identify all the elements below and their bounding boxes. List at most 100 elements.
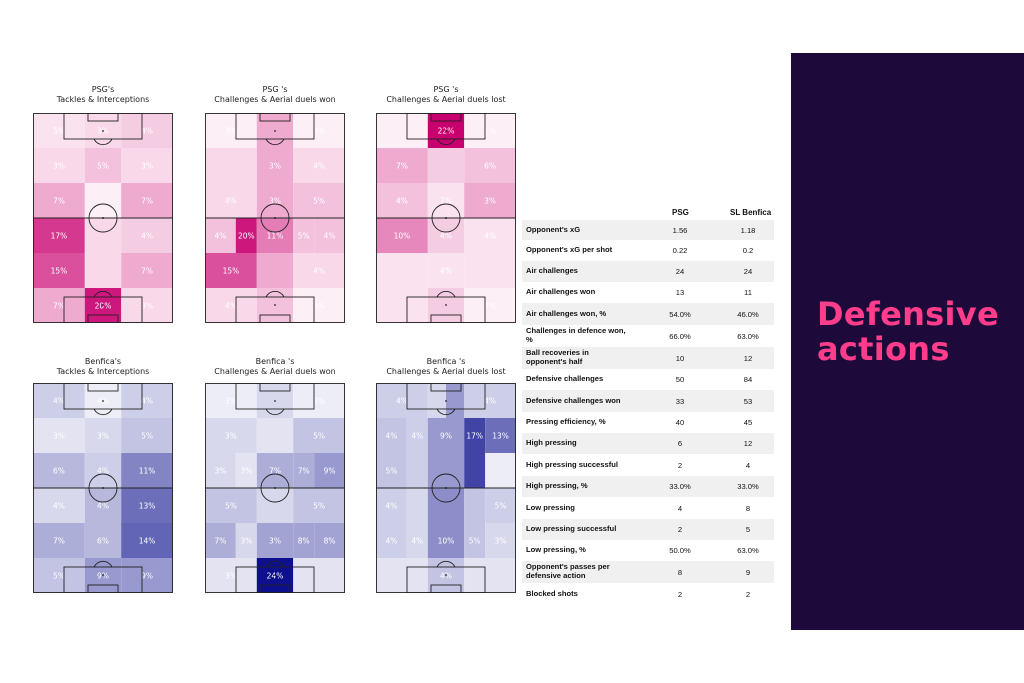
penalty-spot: [102, 400, 104, 402]
stats-table: PSG SL Benfica Opponent's xG 1.56 1.18 Oppo…: [522, 208, 774, 605]
six-yard-box: [430, 113, 462, 122]
stats-col-psg: PSG: [672, 208, 689, 217]
six-yard-box: [259, 584, 291, 593]
penalty-box: [235, 566, 315, 593]
heatmap-cell-label: 4%: [385, 432, 397, 441]
penalty-box: [63, 113, 143, 140]
heatmap-cell-label: 9%: [324, 467, 336, 476]
stats-row: High pressing 6 12: [522, 433, 774, 454]
heatmap-cell: [376, 558, 428, 593]
heatmap-cell-label: 4%: [97, 502, 109, 511]
heatmap-cell: [293, 488, 345, 523]
penalty-arc: [265, 138, 285, 146]
heatmap-cell-label: 3%: [240, 537, 252, 546]
stats-row-benfica: 11: [744, 288, 752, 297]
stats-row-benfica: 0.2: [742, 246, 754, 255]
stats-row-psg: 33: [675, 396, 685, 406]
heatmap-cell-label: 5%: [313, 502, 325, 511]
stats-row-psg: 2: [677, 525, 683, 534]
stats-row: Air challenges won 13 11: [522, 282, 774, 303]
pitch-heatmap: 22% 1%7% 6%4% 7% 3%10% 4% 4%4%3%: [376, 113, 516, 323]
stats-row: Defensive challenges 50 84: [522, 369, 774, 390]
pitch-heatmap: 3% 3% 3% 5% 3% 3% 7% 7% 9% 5% 5% 7% 3% 3% 8% 8% 3% 24%: [205, 383, 345, 593]
stats-row-label: Air challenges won, %: [526, 308, 607, 318]
heatmap-cell: [427, 183, 465, 218]
heatmap-cell-label: 4%: [313, 267, 325, 276]
six-yard-box: [259, 314, 291, 323]
heatmap-cell-label: 5%: [53, 572, 65, 581]
heatmap-cell-label: 9%: [97, 572, 109, 581]
center-spot: [274, 217, 276, 219]
heatmap-cell-label: 5%: [141, 432, 153, 441]
penalty-box: [235, 296, 315, 323]
stats-row: Low pressing 4 8: [522, 497, 774, 519]
penalty-spot: [445, 574, 447, 576]
heatmap-cell-label: 3%: [495, 537, 507, 546]
stats-row: Opponent's xG 1.56 1.18: [522, 220, 774, 240]
pitch-title-team: Benfica 's: [426, 357, 466, 366]
heatmap-cell-label: 3%: [97, 432, 109, 441]
heatmap-cell: [464, 418, 486, 453]
stats-row-label: Low pressing successful: [526, 524, 617, 534]
stats-row-psg: 66.0%: [669, 331, 691, 341]
heatmap-cell-label: 7%: [141, 267, 153, 276]
section-title-line: Defensive: [817, 295, 999, 333]
heatmap-cell: [376, 488, 407, 523]
stats-row-label: Opponent's xG: [526, 224, 581, 234]
heatmap-cell-label: 5%: [385, 467, 397, 476]
heatmap-cell-label: 7%: [298, 467, 310, 476]
six-yard-box: [87, 314, 119, 323]
stats-row: Ball recoveries in opponent's half 10 12: [522, 347, 774, 369]
heatmap-cell-label: 15%: [51, 267, 68, 276]
stats-row-benfica: 2: [745, 589, 751, 599]
heatmap-cell-label: 3%: [269, 537, 281, 546]
heatmap-cell-label: 6%: [97, 537, 109, 546]
heatmap-cell-label: 5%: [495, 502, 507, 511]
penalty-spot: [102, 574, 104, 576]
heatmap-cell-label: 4%: [53, 502, 65, 511]
penalty-spot: [445, 130, 447, 132]
stats-header: PSG SL Benfica: [522, 208, 774, 220]
heatmap-cell-label: 6%: [53, 467, 65, 476]
penalty-arc: [436, 560, 456, 568]
heatmap-cell-label: 4%: [484, 232, 496, 241]
heatmap-cell: [205, 418, 257, 453]
penalty-box: [406, 113, 486, 140]
stats-row: Low pressing successful 2 5: [522, 519, 774, 540]
heatmap-cell: [376, 183, 428, 218]
heatmap-cell-label: 4%: [214, 232, 226, 241]
heatmap-cell-label: 4%: [396, 197, 408, 206]
heatmap-cell: [121, 558, 173, 593]
heatmap-cell-label: 7%: [214, 537, 226, 546]
penalty-box: [63, 566, 143, 593]
heatmap-cell-label: 4%: [313, 162, 325, 171]
center-circle: [260, 203, 290, 233]
heatmap-cell-label: 9%: [141, 572, 153, 581]
section-title: Defensive actions: [817, 297, 999, 367]
heatmap-cell-label: 7%: [53, 197, 65, 206]
heatmap-cell: [205, 148, 257, 183]
heatmap-cell: [121, 253, 173, 288]
center-spot: [445, 487, 447, 489]
stats-row-psg: 6: [677, 439, 683, 448]
heatmap-cell: [293, 288, 345, 323]
pitch-heatmap: 4% 4% 4%3% 3% 5%6% 4% 11%4% 4% 13%7% 6% 14%5% 9% 9%: [33, 383, 173, 593]
stats-row-psg: 10: [675, 353, 685, 363]
heatmap-cell-label: 4%: [225, 302, 237, 311]
stats-row-psg: 1.56: [672, 225, 688, 235]
heatmap-cell: [314, 523, 345, 558]
heatmap-cell: [33, 288, 85, 323]
pitch-title-team: PSG 's: [262, 85, 288, 94]
heatmap-cell: [464, 488, 486, 523]
heatmap-cell-label: 3%: [313, 302, 325, 311]
stats-row-benfica: 53: [743, 396, 753, 406]
six-yard-box: [87, 584, 119, 593]
six-yard-box: [87, 113, 119, 122]
heatmap-cell: [84, 183, 122, 218]
six-yard-box: [430, 584, 462, 593]
heatmap-cell: [464, 183, 516, 218]
stats-row-psg: 13: [675, 288, 685, 297]
penalty-spot: [102, 304, 104, 306]
heatmap-cell: [121, 288, 173, 323]
stats-row: Blocked shots 2 2: [522, 583, 774, 605]
